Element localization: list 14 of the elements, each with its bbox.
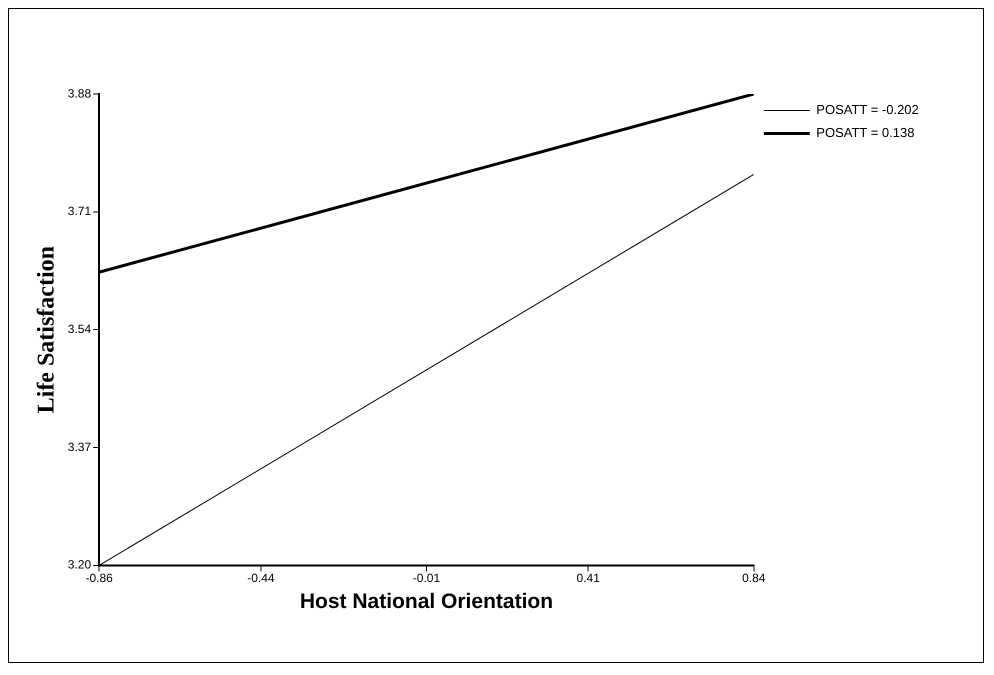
y-tick-label: 3.88: [68, 86, 92, 100]
y-axis-title: Life Satisfaction: [34, 246, 60, 414]
x-tick-label: 0.84: [742, 570, 766, 585]
y-tick-label: 3.37: [68, 440, 92, 454]
y-tick-label: 3.20: [68, 558, 92, 572]
legend-label: POSATT = 0.138: [816, 125, 914, 140]
x-axis-title: Host National Orientation: [300, 590, 554, 614]
y-tick-label: 3.71: [68, 204, 92, 218]
x-tick-label: -0.44: [247, 570, 275, 585]
x-tick-label: 0.41: [576, 570, 600, 585]
x-tick-label: -0.01: [412, 570, 440, 585]
legend-label: POSATT = -0.202: [816, 102, 919, 118]
x-tick-label: -0.86: [85, 570, 114, 585]
y-tick-label: 3.54: [68, 322, 92, 336]
